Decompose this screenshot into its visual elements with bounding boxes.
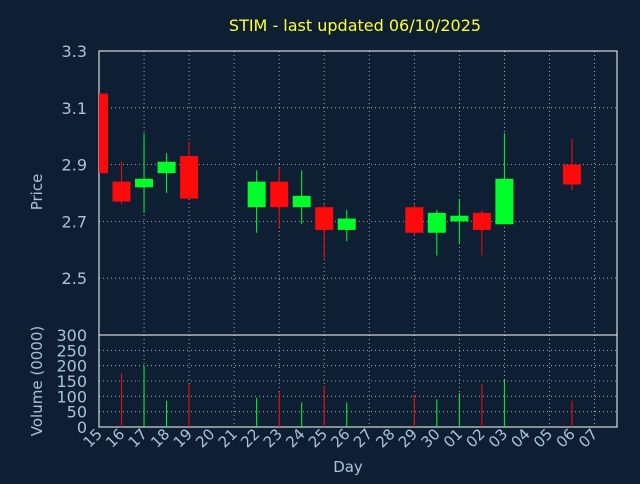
price-grid: [99, 51, 617, 335]
volume-tick-label: 300: [56, 326, 87, 345]
candle-body: [562, 164, 581, 185]
volume-axis-label: Volume (0000): [28, 326, 46, 436]
volume-tick-label: 250: [56, 341, 87, 360]
price-tick-label: 3.1: [62, 99, 87, 118]
volume-tick-label: 150: [56, 372, 87, 391]
candle-body: [450, 215, 469, 222]
candle-body: [315, 207, 334, 230]
candle-body: [247, 181, 266, 208]
volume-tick-label: 50: [67, 403, 87, 422]
price-tick-label: 2.5: [62, 269, 87, 288]
candle-body: [427, 212, 446, 233]
price-tick-label: 3.3: [62, 42, 87, 61]
volume-panel-border: [98, 334, 618, 428]
candle-body: [337, 218, 356, 230]
x-axis-ticks: 1516171819202122232425262728293001020304…: [80, 425, 602, 451]
volume-tick-label: 200: [56, 357, 87, 376]
chart-title: STIM - last updated 06/10/2025: [229, 16, 481, 35]
price-panel-frame: [98, 50, 618, 336]
candle-body: [112, 181, 131, 202]
candle-body: [495, 178, 514, 225]
candle-body: [180, 156, 199, 199]
candle-body: [472, 212, 491, 230]
price-tick-label: 2.7: [62, 212, 87, 231]
volume-bars-group: [121, 365, 573, 427]
price-tick-label: 2.9: [62, 156, 87, 175]
candle-body: [157, 161, 176, 174]
candle-body: [405, 207, 424, 233]
candle-body: [99, 93, 108, 174]
x-axis-label: Day: [333, 458, 363, 476]
candles-group: [99, 93, 581, 259]
volume-tick-label: 0: [77, 418, 87, 437]
candle-body: [135, 178, 154, 188]
volume-panel-frame: [98, 334, 618, 428]
price-axis-label: Price: [28, 174, 46, 211]
volume-grid: [99, 335, 617, 427]
x-tick-label: 07: [575, 425, 601, 451]
price-panel-border: [98, 50, 618, 336]
candle-body: [270, 181, 289, 208]
candle-body: [292, 195, 311, 208]
price-y-ticks: 3.3 3.1 2.9 2.7 2.5: [62, 42, 87, 288]
volume-tick-label: 100: [56, 387, 87, 406]
